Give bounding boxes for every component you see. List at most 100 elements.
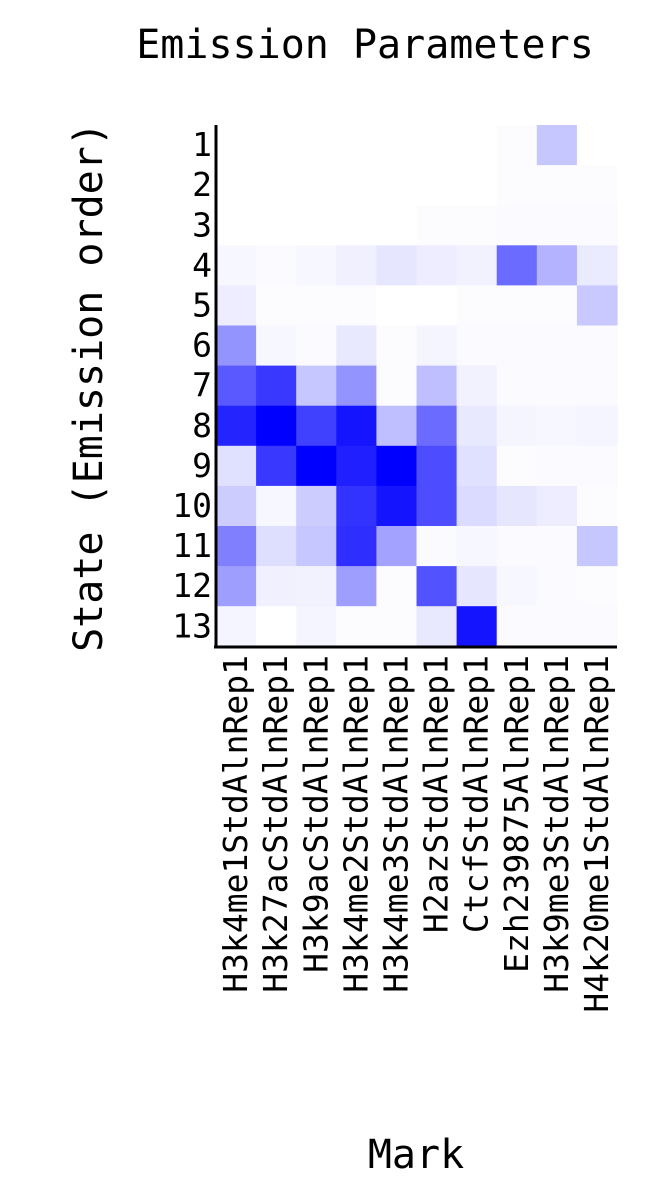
row-tick-label: 3	[192, 205, 212, 244]
column-tick-label: H3k9me3StdAlnRep1	[537, 655, 576, 993]
row-tick-label: 4	[192, 245, 212, 284]
heatmap-cell-state-9-H3k4me3StdAlnRep1	[376, 445, 418, 487]
heatmap-cell-state-6-H3k27acStdAlnRep1	[256, 325, 297, 367]
heatmap-cell-state-8-CtcfStdAlnRep1	[456, 405, 498, 447]
heatmap-cell-state-13-CtcfStdAlnRep1	[456, 606, 498, 647]
heatmap-cell-state-2-CtcfStdAlnRep1	[456, 165, 498, 206]
heatmap-cell-state-1-H3k4me2StdAlnRep1	[336, 125, 377, 166]
heatmap-cell-state-1-H4k20me1StdAlnRep1	[576, 125, 618, 166]
heatmap-cell-state-10-H3k4me3StdAlnRep1	[376, 485, 418, 527]
column-tick-label: CtcfStdAlnRep1	[457, 655, 496, 933]
heatmap-cell-state-11-Ezh239875AlnRep1	[496, 526, 538, 567]
heatmap-cell-state-11-H3k4me1StdAlnRep1	[216, 526, 257, 567]
heatmap-cell-state-11-H3k9me3StdAlnRep1	[536, 526, 578, 567]
heatmap-cell-state-12-H3k4me3StdAlnRep1	[376, 566, 418, 607]
heatmap-cell-state-3-H3k27acStdAlnRep1	[256, 205, 297, 246]
heatmap-cell-state-6-H3k4me2StdAlnRep1	[336, 325, 377, 367]
heatmap-cell-state-11-H3k9acStdAlnRep1	[296, 526, 337, 567]
heatmap-cell-state-13-H3k4me3StdAlnRep1	[376, 606, 418, 647]
heatmap-cell-state-11-H3k4me3StdAlnRep1	[376, 526, 418, 567]
heatmap-cell-state-4-H3k4me2StdAlnRep1	[336, 245, 377, 286]
row-tick-label: 5	[192, 285, 212, 324]
heatmap-cell-state-12-H3k4me1StdAlnRep1	[216, 566, 257, 607]
heatmap-cell-state-7-H4k20me1StdAlnRep1	[576, 365, 618, 407]
heatmap-cell-state-6-CtcfStdAlnRep1	[456, 325, 498, 367]
heatmap-cell-state-8-H2azStdAlnRep1	[416, 405, 458, 447]
heatmap-cell-state-2-H3k4me1StdAlnRep1	[216, 165, 257, 206]
heatmap-cell-state-9-H3k4me1StdAlnRep1	[216, 445, 257, 487]
heatmap-cell-state-4-H3k27acStdAlnRep1	[256, 245, 297, 286]
heatmap-cell-state-6-Ezh239875AlnRep1	[496, 325, 538, 367]
heatmap-cell-state-10-H2azStdAlnRep1	[416, 485, 458, 527]
heatmap-cell-state-13-H2azStdAlnRep1	[416, 606, 458, 647]
heatmap-cell-state-3-H3k4me1StdAlnRep1	[216, 205, 257, 246]
heatmap-cell-state-7-H3k9acStdAlnRep1	[296, 365, 337, 407]
heatmap-cell-state-4-H2azStdAlnRep1	[416, 245, 458, 286]
heatmap-cell-state-11-CtcfStdAlnRep1	[456, 526, 498, 567]
heatmap-cell-state-6-H2azStdAlnRep1	[416, 325, 458, 367]
heatmap-cell-state-9-Ezh239875AlnRep1	[496, 445, 538, 487]
heatmap-cell-state-6-H4k20me1StdAlnRep1	[576, 325, 618, 367]
heatmap-cell-state-4-H3k4me1StdAlnRep1	[216, 245, 257, 286]
heatmap-cell-state-9-H3k9acStdAlnRep1	[296, 445, 337, 487]
heatmap-cell-state-7-CtcfStdAlnRep1	[456, 365, 498, 407]
heatmap-cell-state-1-H2azStdAlnRep1	[416, 125, 458, 166]
x-axis-label: Mark	[368, 1132, 464, 1178]
heatmap-cell-state-2-H3k4me2StdAlnRep1	[336, 165, 377, 206]
row-tick-label: 6	[192, 326, 212, 365]
heatmap-cell-state-3-H4k20me1StdAlnRep1	[576, 205, 618, 246]
heatmap-cell-state-9-H4k20me1StdAlnRep1	[576, 445, 618, 487]
heatmap-cell-state-7-H3k4me1StdAlnRep1	[216, 365, 257, 407]
heatmap-cell-state-6-H3k4me1StdAlnRep1	[216, 325, 257, 367]
heatmap-cell-state-1-CtcfStdAlnRep1	[456, 125, 498, 166]
heatmap-cell-state-8-H3k4me1StdAlnRep1	[216, 405, 257, 447]
heatmap-cell-state-3-H3k9acStdAlnRep1	[296, 205, 337, 246]
row-tick-label: 13	[172, 606, 212, 645]
heatmap-cell-state-12-Ezh239875AlnRep1	[496, 566, 538, 607]
heatmap-cell-state-4-H3k9acStdAlnRep1	[296, 245, 337, 286]
column-tick-label: H3k9acStdAlnRep1	[296, 655, 335, 973]
heatmap-cell-state-13-H3k9acStdAlnRep1	[296, 606, 337, 647]
y-axis-label: State (Emission order)	[66, 122, 112, 652]
column-tick-label: Ezh239875AlnRep1	[497, 655, 536, 973]
heatmap-cell-state-5-Ezh239875AlnRep1	[496, 285, 538, 327]
heatmap-cell-state-10-H3k4me2StdAlnRep1	[336, 485, 377, 527]
column-tick-label: H3k4me1StdAlnRep1	[216, 655, 255, 993]
heatmap-cell-state-8-H3k9acStdAlnRep1	[296, 405, 337, 447]
heatmap-cell-state-13-Ezh239875AlnRep1	[496, 606, 538, 647]
row-tick-label: 1	[192, 125, 212, 164]
heatmap-cell-state-12-H4k20me1StdAlnRep1	[576, 566, 618, 607]
heatmap-cell-state-11-H4k20me1StdAlnRep1	[576, 526, 618, 567]
heatmap-cell-state-1-H3k9acStdAlnRep1	[296, 125, 337, 166]
heatmap-cell-state-10-H3k27acStdAlnRep1	[256, 485, 297, 527]
row-tick-label: 10	[172, 486, 212, 525]
heatmap-cell-state-8-H3k27acStdAlnRep1	[256, 405, 297, 447]
heatmap-cell-state-10-H3k9me3StdAlnRep1	[536, 485, 578, 527]
heatmap-cell-state-6-H3k9me3StdAlnRep1	[536, 325, 578, 367]
row-tick-label: 2	[192, 165, 212, 204]
heatmap-cell-state-3-Ezh239875AlnRep1	[496, 205, 538, 246]
heatmap-cell-state-4-H4k20me1StdAlnRep1	[576, 245, 618, 286]
heatmap-cell-state-1-H3k27acStdAlnRep1	[256, 125, 297, 166]
heatmap-cell-state-11-H2azStdAlnRep1	[416, 526, 458, 567]
heatmap-cell-state-5-H3k4me3StdAlnRep1	[376, 285, 418, 327]
column-tick-labels: H3k4me1StdAlnRep1 H3k27acStdAlnRep1 H3k9ac…	[216, 655, 616, 1013]
heatmap-cell-state-7-H3k9me3StdAlnRep1	[536, 365, 578, 407]
heatmap-cell-state-7-H3k4me2StdAlnRep1	[336, 365, 377, 407]
heatmap-cell-state-8-H3k4me2StdAlnRep1	[336, 405, 377, 447]
heatmap-cell-state-8-H4k20me1StdAlnRep1	[576, 405, 618, 447]
row-tick-label: 11	[172, 526, 212, 565]
row-tick-label: 7	[192, 366, 212, 405]
heatmap-cell-state-10-H4k20me1StdAlnRep1	[576, 485, 618, 527]
heatmap-cell-state-5-CtcfStdAlnRep1	[456, 285, 498, 327]
heatmap-cell-state-1-Ezh239875AlnRep1	[496, 125, 538, 166]
heatmap-cell-state-2-H4k20me1StdAlnRep1	[576, 165, 618, 206]
heatmap-cell-state-12-H3k27acStdAlnRep1	[256, 566, 297, 607]
heatmap-cell-state-2-H2azStdAlnRep1	[416, 165, 458, 206]
heatmap-cell-state-2-H3k9acStdAlnRep1	[296, 165, 337, 206]
heatmap-cell-state-4-CtcfStdAlnRep1	[456, 245, 498, 286]
heatmap-cell-state-13-H4k20me1StdAlnRep1	[576, 606, 618, 647]
heatmap-cell-state-11-H3k4me2StdAlnRep1	[336, 526, 377, 567]
heatmap-cell-state-7-H2azStdAlnRep1	[416, 365, 458, 407]
